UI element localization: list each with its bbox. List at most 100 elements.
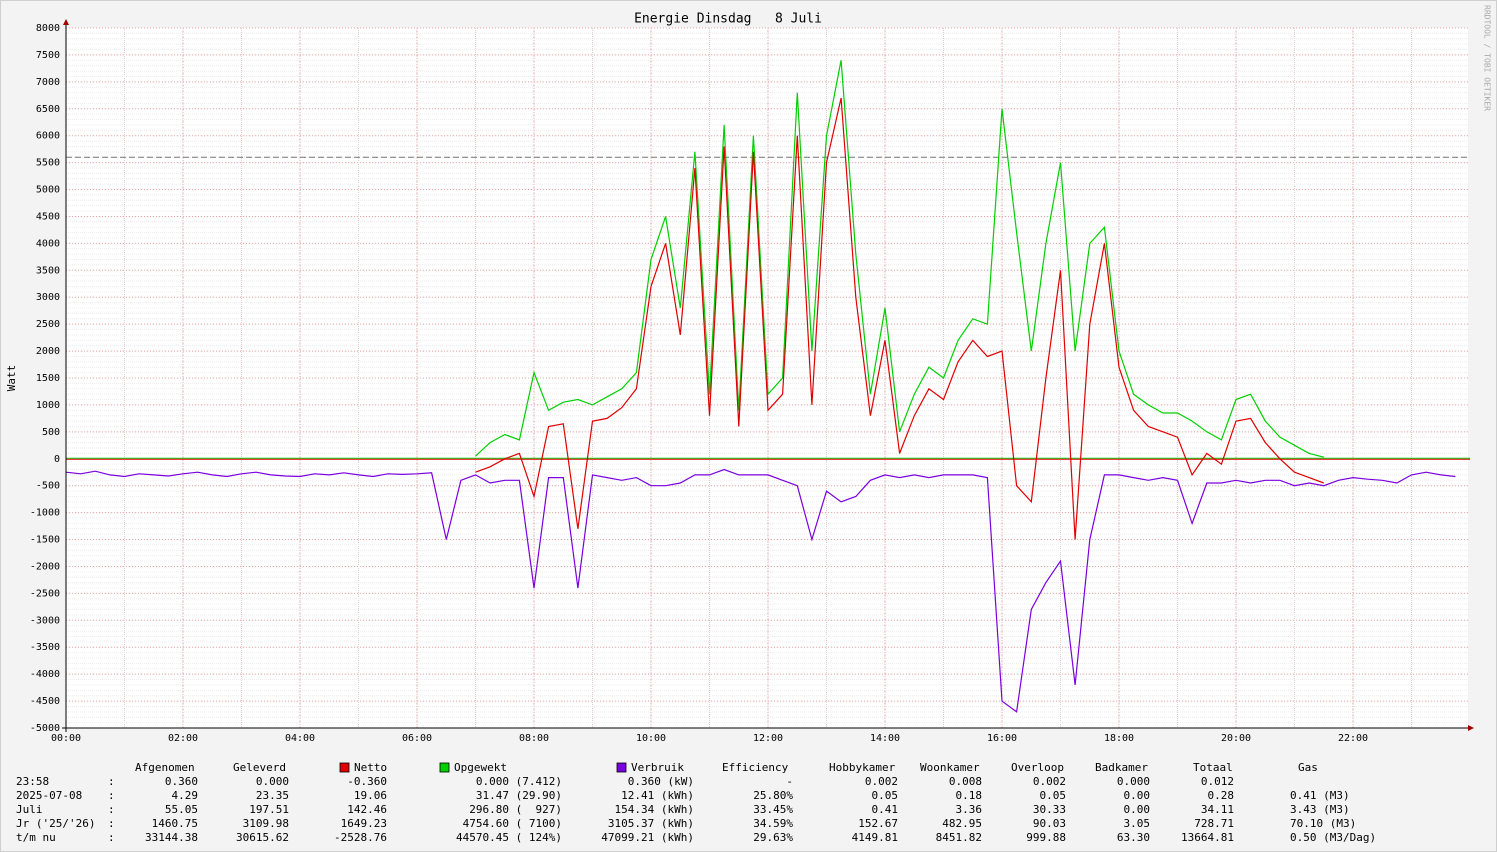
column-header: Totaal bbox=[1193, 761, 1233, 774]
table-cell: 34.11 bbox=[1201, 803, 1234, 816]
y-tick-label: 2000 bbox=[36, 346, 60, 357]
series-line bbox=[65, 468, 1456, 713]
y-tick-label: -1000 bbox=[30, 508, 60, 519]
table-cell: 0.18 bbox=[956, 789, 983, 802]
table-cell: : bbox=[108, 831, 115, 844]
table-cell: 23:58 bbox=[16, 775, 49, 788]
table-cell: : bbox=[108, 817, 115, 830]
legend-label: Opgewekt bbox=[454, 761, 507, 774]
table-cell: 0.012 bbox=[1201, 775, 1234, 788]
y-tick-label: -3000 bbox=[30, 615, 60, 626]
axis-arrow bbox=[1468, 725, 1474, 731]
y-tick-label: -2500 bbox=[30, 588, 60, 599]
table-cell: 1460.75 bbox=[152, 817, 198, 830]
table-cell: 12.41 (kWh) bbox=[621, 789, 694, 802]
table-cell: 999.88 bbox=[1026, 831, 1066, 844]
table-cell: : bbox=[108, 775, 115, 788]
column-header: Efficiency bbox=[722, 761, 789, 774]
column-header: Woonkamer bbox=[920, 761, 980, 774]
table-cell: 152.67 bbox=[858, 817, 898, 830]
y-tick-label: 7500 bbox=[36, 50, 60, 61]
y-tick-label: 4500 bbox=[36, 211, 60, 222]
chart-title: Energie Dinsdag 8 Juli bbox=[634, 12, 822, 27]
table-cell: Juli bbox=[16, 803, 43, 816]
table-cell: 4754.60 ( 7100) bbox=[463, 817, 562, 830]
table-cell: 33144.38 bbox=[145, 831, 198, 844]
table-cell: 4.29 bbox=[172, 789, 199, 802]
column-header: Hobbykamer bbox=[829, 761, 896, 774]
table-cell: 34.59% bbox=[753, 817, 793, 830]
y-tick-label: -4500 bbox=[30, 696, 60, 707]
table-cell: 0.05 bbox=[1040, 789, 1067, 802]
y-tick-label: 2500 bbox=[36, 319, 60, 330]
x-tick-label: 22:00 bbox=[1338, 733, 1368, 744]
table-cell: 3109.98 bbox=[243, 817, 289, 830]
table-cell: 2025-07-08 bbox=[16, 789, 82, 802]
table-cell: - bbox=[786, 775, 793, 788]
table-cell: 0.002 bbox=[865, 775, 898, 788]
table-cell: 33.45% bbox=[753, 803, 793, 816]
table-cell: : bbox=[108, 789, 115, 802]
column-header: Badkamer bbox=[1095, 761, 1148, 774]
table-cell: Jr ('25/'26) bbox=[16, 817, 95, 830]
y-tick-label: 6000 bbox=[36, 131, 60, 142]
table-cell: 0.50 (M3/Dag) bbox=[1290, 831, 1376, 844]
table-cell: 30.33 bbox=[1033, 803, 1066, 816]
table-cell: 13664.81 bbox=[1181, 831, 1234, 844]
table-cell: 0.360 bbox=[165, 775, 198, 788]
y-tick-label: -2000 bbox=[30, 561, 60, 572]
table-cell: 154.34 (kWh) bbox=[615, 803, 694, 816]
x-tick-label: 20:00 bbox=[1221, 733, 1251, 744]
legend-swatch bbox=[439, 762, 450, 773]
table-cell: 0.41 (M3) bbox=[1290, 789, 1350, 802]
table-cell: 3105.37 (kWh) bbox=[608, 817, 694, 830]
table-cell: 29.63% bbox=[753, 831, 793, 844]
x-tick-label: 14:00 bbox=[870, 733, 900, 744]
y-tick-label: -4000 bbox=[30, 669, 60, 680]
x-tick-label: 00:00 bbox=[51, 733, 81, 744]
x-tick-label: 10:00 bbox=[636, 733, 666, 744]
axis-arrow bbox=[63, 19, 69, 25]
x-tick-label: 08:00 bbox=[519, 733, 549, 744]
table-cell: 90.03 bbox=[1033, 817, 1066, 830]
x-tick-label: 16:00 bbox=[987, 733, 1017, 744]
table-cell: 482.95 bbox=[942, 817, 982, 830]
table-cell: 55.05 bbox=[165, 803, 198, 816]
y-tick-label: 1000 bbox=[36, 400, 60, 411]
column-header: Afgenomen bbox=[135, 761, 195, 774]
y-tick-label: 4000 bbox=[36, 238, 60, 249]
table-cell: 0.360 (kW) bbox=[628, 775, 694, 788]
table-cell: -0.360 bbox=[347, 775, 387, 788]
y-tick-label: 8000 bbox=[36, 23, 60, 34]
table-cell: t/m nu bbox=[16, 831, 56, 844]
x-tick-label: 02:00 bbox=[168, 733, 198, 744]
table-cell: 197.51 bbox=[249, 803, 289, 816]
legend-label: Verbruik bbox=[631, 761, 684, 774]
legend-swatch bbox=[616, 762, 627, 773]
table-cell: 142.46 bbox=[347, 803, 387, 816]
table-cell: 0.002 bbox=[1033, 775, 1066, 788]
column-header: Gas bbox=[1298, 761, 1318, 774]
y-tick-label: -1500 bbox=[30, 535, 60, 546]
y-tick-label: 5000 bbox=[36, 185, 60, 196]
legend-label: Netto bbox=[354, 761, 387, 774]
table-cell: 30615.62 bbox=[236, 831, 289, 844]
grid bbox=[65, 27, 1470, 729]
table-cell: 3.36 bbox=[956, 803, 983, 816]
y-tick-label: 3000 bbox=[36, 292, 60, 303]
table-cell: 0.28 bbox=[1208, 789, 1235, 802]
x-tick-label: 12:00 bbox=[753, 733, 783, 744]
y-axis-label: Watt bbox=[5, 365, 18, 392]
table-cell: 63.30 bbox=[1117, 831, 1150, 844]
table-cell: 296.80 ( 927) bbox=[469, 803, 562, 816]
y-tick-label: -3500 bbox=[30, 642, 60, 653]
table-cell: 0.41 bbox=[872, 803, 899, 816]
column-header: Geleverd bbox=[233, 761, 286, 774]
legend-table: Afgenomen Geleverd Efficiency Hobbykamer Woo… bbox=[16, 761, 1376, 844]
table-cell: : bbox=[108, 803, 115, 816]
table-cell: 0.000 bbox=[256, 775, 289, 788]
x-tick-label: 18:00 bbox=[1104, 733, 1134, 744]
table-cell: 3.43 (M3) bbox=[1290, 803, 1350, 816]
table-cell: -2528.76 bbox=[334, 831, 387, 844]
